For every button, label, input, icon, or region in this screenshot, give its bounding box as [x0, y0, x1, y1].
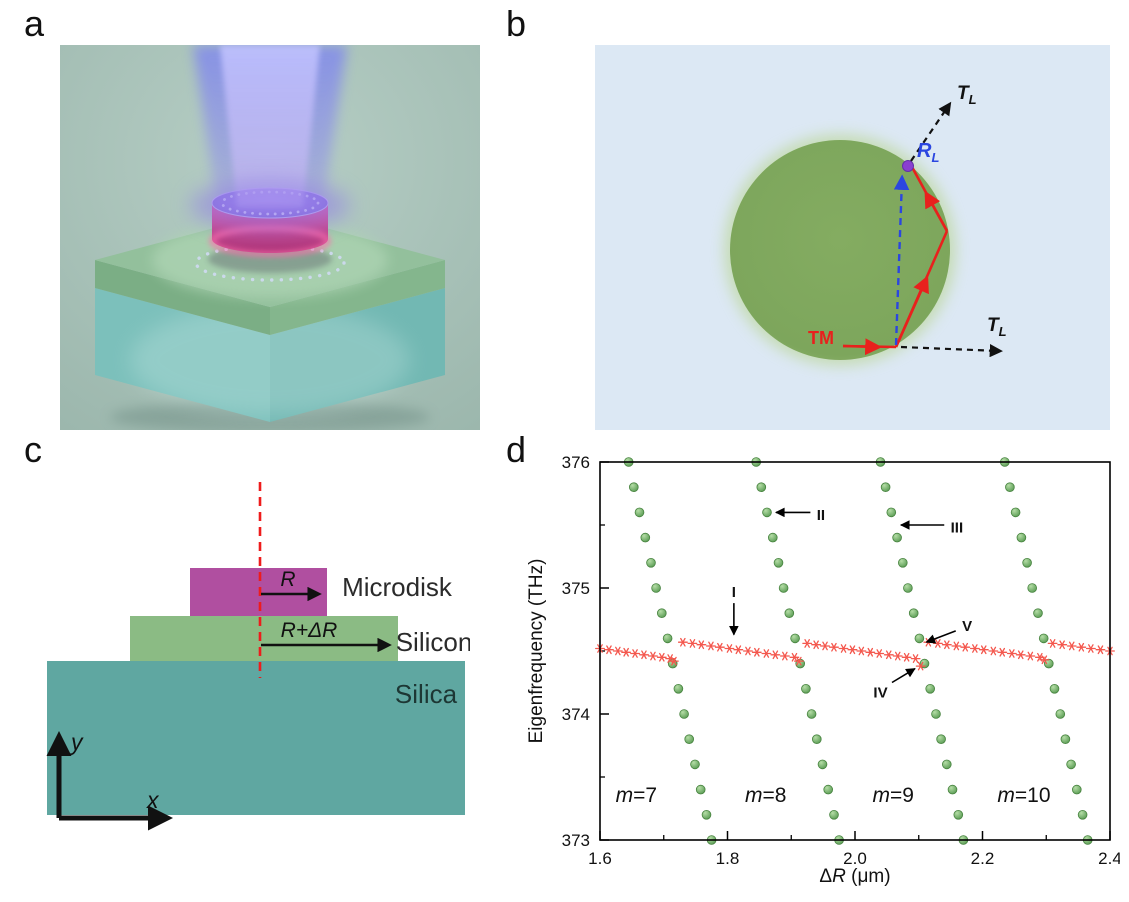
rl-label: RL: [917, 140, 939, 165]
panel-c-schematic: R R+ΔR Microdisk Silicon Silica y x: [45, 478, 470, 850]
tm-ray-arrowhead-3: [924, 190, 949, 232]
svg-text:2.0: 2.0: [843, 849, 867, 868]
mode-order-label: m=9: [873, 784, 914, 807]
svg-text:1.6: 1.6: [588, 849, 612, 868]
tl-right-sub: L: [999, 324, 1007, 339]
tl-top-main: T: [957, 83, 970, 104]
panel-label-b: b: [506, 3, 527, 44]
svg-text:V: V: [962, 618, 972, 635]
radius-R-label: R: [280, 568, 295, 591]
panel-label-a: a: [24, 3, 45, 44]
silica-label: Silica: [395, 679, 458, 709]
panel-b-ray-diagram: TM RL TL TL: [595, 45, 1110, 430]
x-axis-label: x: [146, 787, 160, 813]
panel-label-d: d: [506, 429, 527, 470]
silicon-layer-rect: [130, 616, 398, 661]
y-axis-label: y: [69, 729, 84, 755]
svg-text:376: 376: [562, 453, 590, 472]
microdisk-label: Microdisk: [342, 572, 453, 602]
reflection-arrow-RL: [893, 174, 910, 346]
microdisk-rect: [190, 568, 327, 616]
radius-RdR-label: R+ΔR: [281, 619, 338, 642]
panel-a-3d-render: [60, 45, 480, 430]
silicon-slab-left-face: [95, 260, 270, 335]
svg-text:IV: IV: [873, 685, 887, 702]
cube-inner-glow: [130, 305, 410, 415]
silicon-slab-right-face: [270, 260, 445, 335]
rl-main: R: [917, 140, 932, 162]
silicon-label: Silicon: [396, 627, 470, 657]
panel-d-chart: 1.6 1.8 2.0 2.2 2.4 373 374 375 376 m=7 m=8 m=9 m=10…: [520, 452, 1120, 892]
tl-top-label: TL: [957, 83, 977, 107]
pump-beam-core: [220, 45, 320, 207]
svg-text:373: 373: [562, 831, 590, 850]
eigenfrequency-chart: 1.6 1.8 2.0 2.2 2.4 373 374 375 376 m=7 m=8 m=9 m=10…: [526, 453, 1120, 887]
svg-text:2.4: 2.4: [1098, 849, 1120, 868]
chart-ylabel: Eigenfrequency (THz): [526, 559, 547, 744]
transmission-arrow-top: [910, 101, 952, 162]
rl-sub: L: [931, 150, 939, 165]
panel-b-scene: TM RL TL TL: [595, 45, 1110, 430]
svg-text:III: III: [951, 520, 964, 537]
transmission-arrow-right: [900, 344, 1003, 358]
chart-frame: [599, 461, 1111, 841]
silica-substrate-rect: [47, 661, 465, 815]
mode-order-label: m=8: [745, 784, 786, 807]
mode-order-label: m=10: [997, 784, 1050, 807]
tl-top-sub: L: [969, 92, 977, 107]
tl-right-main: T: [987, 315, 1000, 336]
scattered-dot-ring: [194, 244, 346, 282]
svg-text:2.2: 2.2: [971, 849, 995, 868]
svg-text:I: I: [732, 584, 736, 601]
svg-text:375: 375: [562, 579, 590, 598]
svg-text:II: II: [817, 507, 825, 524]
chart-xlabel: ΔR (μm): [819, 866, 890, 887]
tl-right-label: TL: [987, 315, 1007, 339]
mode-order-label: m=7: [616, 784, 657, 807]
chart-tick-labels: 1.6 1.8 2.0 2.2 2.4 373 374 375 376: [562, 453, 1120, 868]
beam-impact-glow: [190, 179, 350, 231]
panel-a-scene: [60, 45, 480, 430]
tm-label: TM: [808, 328, 834, 348]
panel-c-scene: R R+ΔR Microdisk Silicon Silica y x: [46, 482, 470, 831]
svg-text:374: 374: [562, 705, 590, 724]
tm-ray-arrowhead-1: [842, 338, 883, 356]
tm-ray-arrowhead-2: [894, 275, 929, 348]
panel-label-c: c: [24, 429, 42, 470]
disk-top-view: [730, 140, 950, 360]
svg-text:1.8: 1.8: [716, 849, 740, 868]
coupling-point-dot: [902, 160, 914, 172]
